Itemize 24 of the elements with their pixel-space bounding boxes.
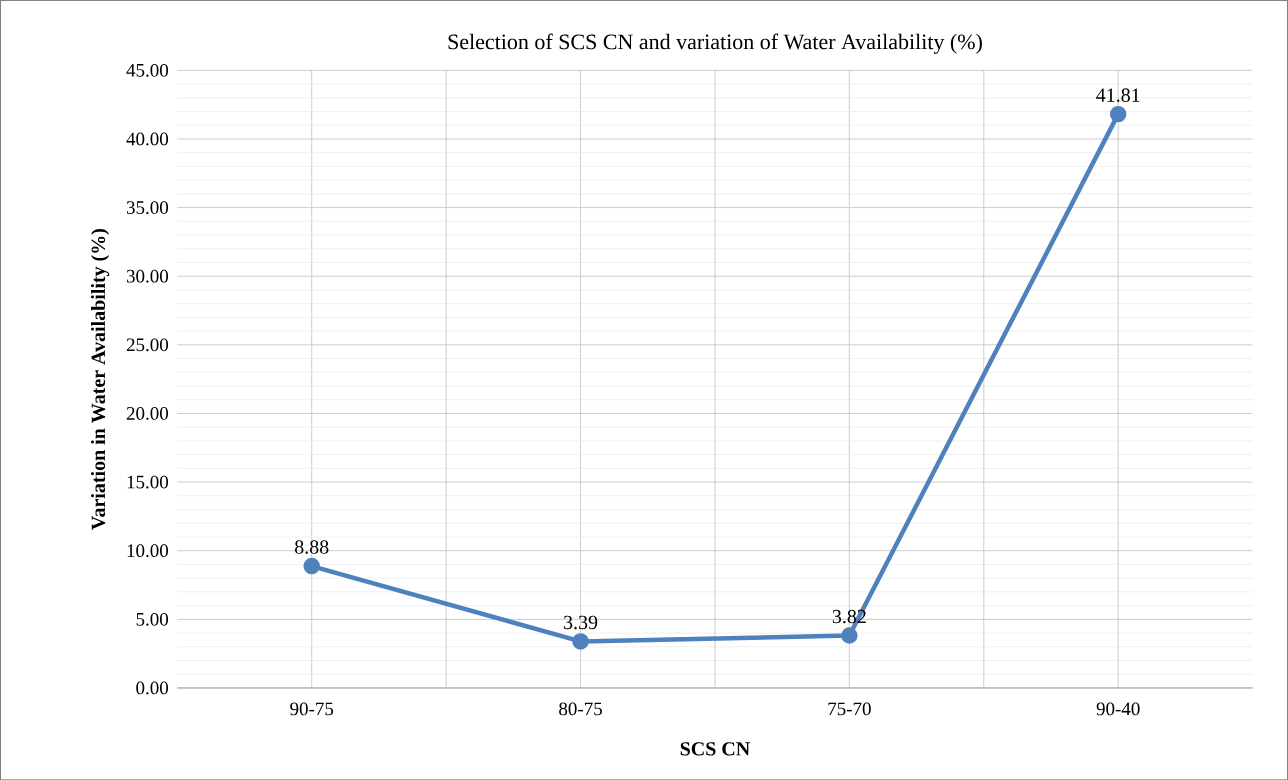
y-tick-label: 35.00 — [126, 201, 169, 214]
y-tick-label: 25.00 — [126, 338, 169, 352]
x-tick-label: 75-70 — [828, 702, 871, 716]
y-tick-label: 45.00 — [126, 63, 169, 77]
data-label: 3.39 — [564, 615, 598, 630]
x-tick-label: 90-75 — [290, 702, 334, 716]
x-axis-title: SCS CN — [680, 742, 750, 756]
point — [1109, 105, 1127, 123]
point — [303, 557, 320, 575]
point — [841, 627, 858, 644]
y-tick-label: 0.00 — [136, 681, 169, 695]
data-label: 41.81 — [1096, 88, 1140, 102]
data-label: 8.88 — [294, 540, 329, 554]
y-axis-title: Variation in Water Availability (%) — [91, 228, 110, 530]
y-tick-label: 15.00 — [127, 475, 169, 489]
y-tick-label: 20.00 — [126, 406, 169, 420]
chart-title: Selection of SCS CN and variation of Water Availability (%) — [448, 33, 982, 54]
y-tick-label: 10.00 — [127, 544, 169, 558]
x-tick-label: 80-75 — [559, 702, 602, 716]
x-tick-label: 90-40 — [1096, 702, 1140, 716]
y-tick-label: 40.00 — [126, 132, 169, 146]
y-tick-label: 5.00 — [136, 612, 169, 626]
point — [572, 633, 589, 650]
y-tick-label: 30.00 — [126, 269, 169, 283]
